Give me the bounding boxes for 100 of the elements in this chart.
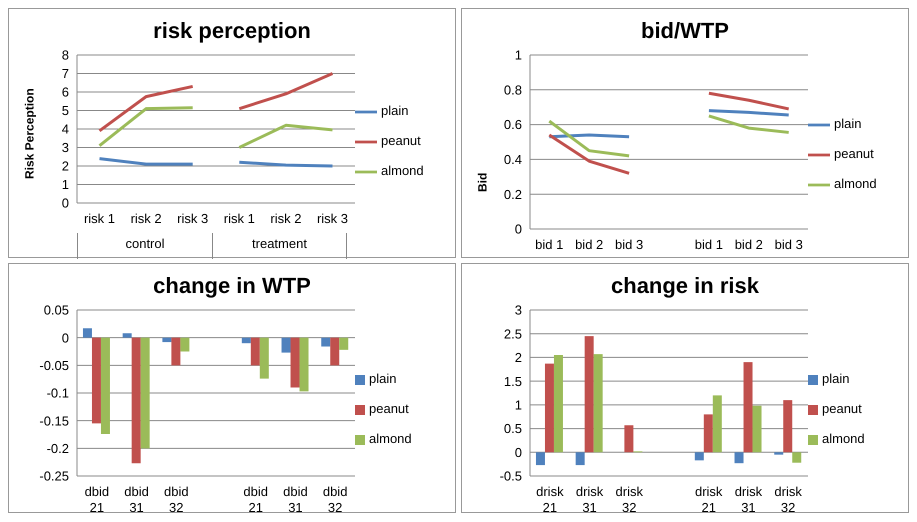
bar (290, 338, 300, 388)
x-tick-label: risk 1 (224, 211, 255, 226)
bar (704, 414, 713, 452)
legend-label: peanut (369, 401, 409, 416)
y-tick-label: 0 (514, 222, 522, 237)
bar (132, 338, 141, 464)
y-tick-label: 3 (62, 140, 69, 156)
x-tick-label: risk 2 (130, 211, 162, 226)
bar (576, 452, 585, 466)
x-tick-label: bid 1 (694, 237, 724, 252)
bar (330, 338, 340, 366)
y-tick-label: 1 (514, 48, 522, 63)
y-tick-label: 8 (62, 48, 69, 63)
bar (554, 355, 563, 452)
y-tick-label: 1.5 (504, 374, 522, 389)
y-tick-label: 5 (62, 103, 69, 118)
x-tick-label: bid 2 (734, 237, 763, 252)
x-tick-label: dbid 31 (283, 484, 308, 515)
bar (783, 400, 792, 452)
x-tick-label: drisk 31 (576, 484, 604, 515)
x-tick-label: bid 2 (575, 237, 604, 252)
x-tick-label: bid 3 (774, 237, 803, 252)
x-tick-label: dbid 21 (243, 484, 268, 515)
legend-label: peanut (822, 401, 862, 416)
y-tick-label: 3 (514, 302, 522, 318)
bar (594, 354, 603, 452)
y-tick-label: 0.2 (504, 186, 522, 202)
bar (162, 338, 172, 342)
x-tick-label: risk 1 (84, 211, 116, 226)
bar (544, 364, 554, 452)
x-tick-label: risk 3 (177, 211, 208, 226)
x-tick-label: dbid 31 (124, 484, 149, 515)
bar (171, 338, 180, 366)
bar (180, 338, 190, 352)
x-tick-label: dbid 32 (164, 484, 189, 515)
bar (321, 338, 330, 347)
y-tick-label: 0 (514, 444, 522, 460)
bar (734, 452, 744, 464)
bar (100, 338, 110, 434)
bar (584, 336, 594, 452)
y-tick-label: -0.15 (39, 413, 69, 428)
legend-label: plain (834, 116, 862, 131)
bar (694, 452, 704, 460)
x-tick-label: drisk 32 (774, 484, 802, 515)
y-tick-label: -0.2 (46, 440, 69, 456)
bar (300, 338, 309, 392)
bar (624, 425, 634, 452)
chart-title: bid/WTP (640, 17, 730, 45)
y-tick-label: 0.4 (504, 152, 522, 168)
legend-label: almond (369, 431, 412, 446)
legend-label: plain (369, 371, 396, 386)
x-tick-label: drisk 21 (536, 484, 564, 515)
x-tick-label: risk 2 (270, 211, 302, 226)
bar (140, 338, 150, 448)
y-tick-label: 0 (62, 330, 69, 346)
text: control (77, 233, 212, 259)
chart-title: risk perception (152, 17, 312, 45)
x-tick-label: bid 1 (535, 237, 564, 252)
y-tick-label: 0 (62, 196, 69, 211)
bar (712, 395, 722, 452)
y-tick-label: 2 (514, 350, 522, 366)
text: treatment (212, 233, 347, 259)
x-tick-label: drisk 32 (616, 484, 644, 515)
y-axis-title: Bid (475, 172, 490, 192)
y-tick-label: 0.5 (504, 421, 522, 436)
y-tick-label: -0.25 (39, 468, 69, 484)
y-tick-label: 7 (62, 66, 69, 82)
x-tick-label: bid 3 (614, 237, 644, 252)
legend-label: almond (822, 431, 865, 446)
y-tick-label: 6 (62, 84, 69, 100)
y-tick-label: -0.05 (39, 358, 69, 373)
legend-label: almond (381, 163, 424, 178)
legend-label: plain (822, 371, 850, 386)
x-tick-label: dbid 21 (84, 484, 110, 515)
bar (250, 338, 260, 366)
y-tick-label: 0.8 (504, 82, 522, 98)
x-tick-label: risk 3 (316, 211, 348, 226)
x-tick-label: drisk 31 (734, 484, 763, 515)
y-tick-label: 0.6 (504, 117, 522, 132)
y-tick-label: 1 (62, 177, 69, 192)
y-tick-label: 2.5 (504, 326, 522, 342)
legend-label: almond (834, 176, 877, 191)
y-axis-title: Risk Perception (22, 88, 36, 179)
bar (92, 338, 101, 424)
x-tick-label: drisk 21 (694, 484, 723, 515)
bar (242, 338, 251, 344)
bar (339, 338, 348, 350)
y-tick-label: 1 (514, 397, 522, 412)
bar (536, 452, 545, 466)
y-tick-label: 0.05 (44, 302, 69, 318)
bar (752, 406, 762, 452)
y-tick-label: -0.5 (500, 468, 522, 484)
bar (744, 362, 753, 452)
bar (792, 452, 802, 463)
chart-title: change in WTP (152, 272, 312, 300)
legend-label: peanut (381, 133, 421, 148)
x-tick-label: dbid 32 (322, 484, 348, 515)
legend-label: plain (381, 103, 408, 118)
y-tick-label: 2 (62, 158, 69, 174)
bar (282, 338, 291, 353)
